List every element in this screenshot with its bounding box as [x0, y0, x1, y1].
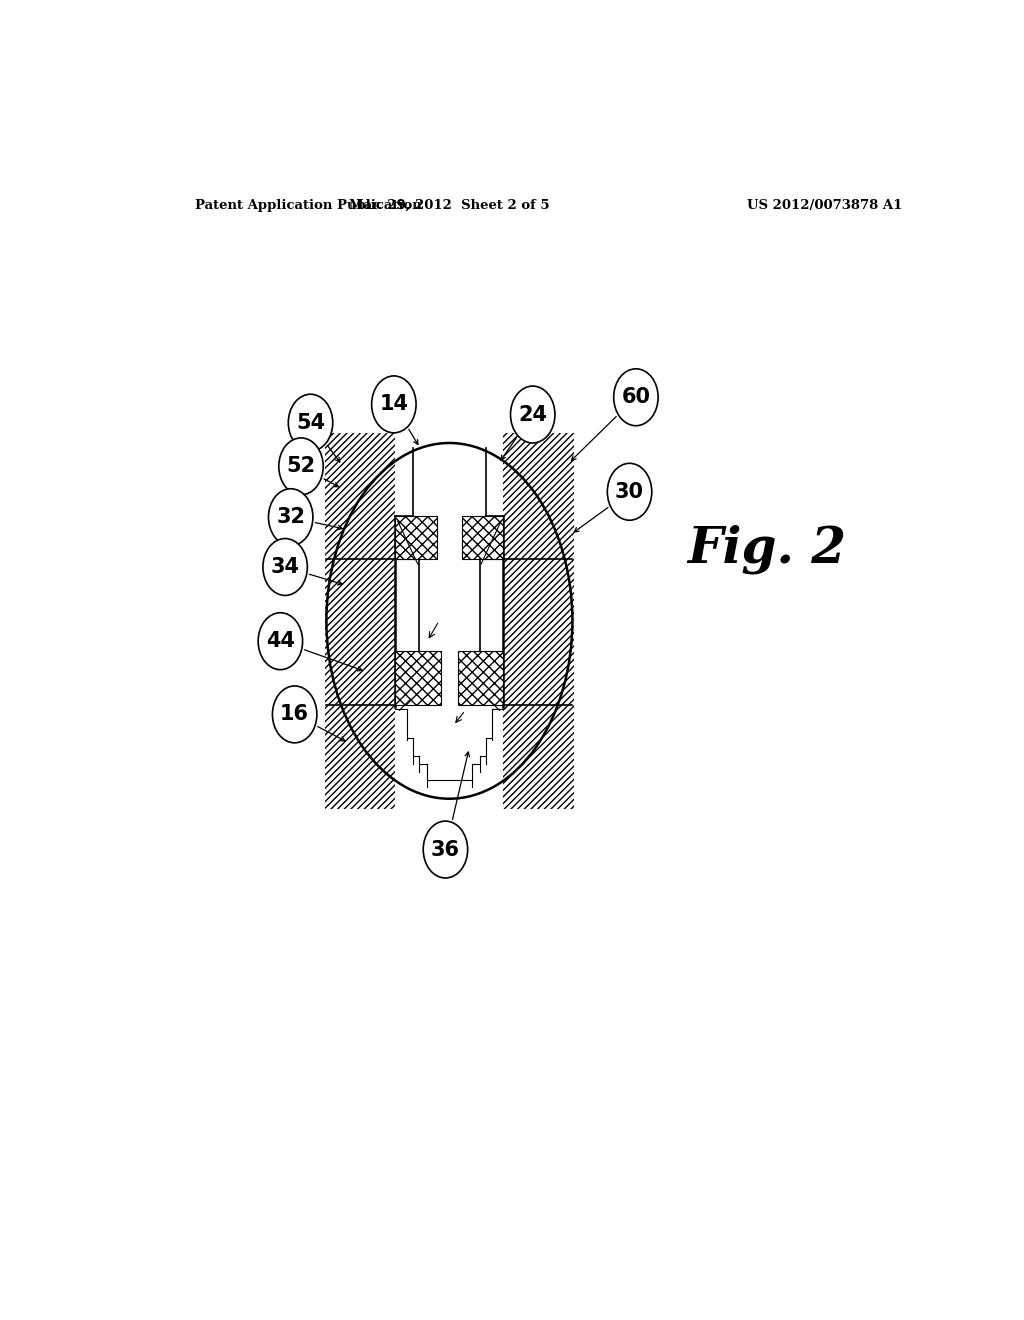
Text: 34: 34 [270, 557, 300, 577]
Circle shape [279, 438, 324, 495]
Bar [413, 422, 486, 516]
Text: US 2012/0073878 A1: US 2012/0073878 A1 [748, 198, 902, 211]
Text: 32: 32 [276, 507, 305, 527]
Circle shape [511, 385, 555, 444]
Text: 16: 16 [281, 705, 309, 725]
Text: Patent Application Publication: Patent Application Publication [196, 198, 422, 211]
Circle shape [423, 821, 468, 878]
Text: 44: 44 [266, 631, 295, 651]
Bar [413, 433, 486, 516]
Bar [458, 651, 504, 705]
Circle shape [289, 395, 333, 451]
Text: 54: 54 [296, 413, 325, 433]
Circle shape [263, 539, 307, 595]
Ellipse shape [327, 444, 572, 799]
Text: Mar. 29, 2012  Sheet 2 of 5: Mar. 29, 2012 Sheet 2 of 5 [349, 198, 550, 211]
Bar [395, 433, 504, 809]
Bar [395, 516, 436, 558]
Text: 24: 24 [518, 404, 547, 425]
Text: 52: 52 [287, 457, 315, 477]
Text: 60: 60 [622, 387, 650, 408]
Bar [504, 433, 574, 809]
Circle shape [268, 488, 313, 545]
Circle shape [258, 612, 303, 669]
Bar [325, 433, 395, 809]
Bar [395, 651, 441, 705]
Text: 30: 30 [615, 482, 644, 502]
Text: 14: 14 [379, 395, 409, 414]
Text: 36: 36 [431, 840, 460, 859]
Bar [462, 516, 504, 558]
Text: Fig. 2: Fig. 2 [687, 525, 847, 574]
Circle shape [272, 686, 316, 743]
Circle shape [607, 463, 652, 520]
Circle shape [613, 368, 658, 426]
Circle shape [372, 376, 416, 433]
